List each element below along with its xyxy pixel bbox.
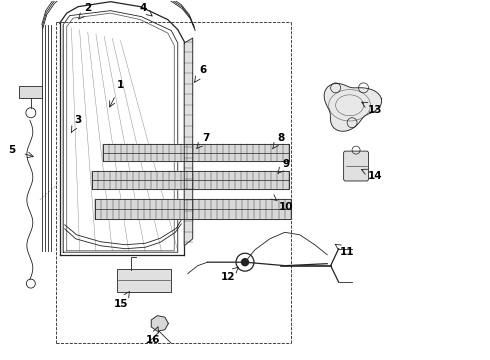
Polygon shape	[103, 144, 289, 161]
Text: 15: 15	[114, 298, 129, 309]
FancyBboxPatch shape	[20, 86, 42, 98]
Text: 12: 12	[220, 272, 235, 282]
Text: 8: 8	[277, 133, 285, 143]
Polygon shape	[92, 171, 289, 189]
Circle shape	[242, 259, 248, 266]
Text: 1: 1	[117, 80, 124, 90]
Text: 3: 3	[74, 115, 82, 125]
Text: 6: 6	[199, 66, 206, 76]
Text: 7: 7	[202, 133, 210, 143]
Text: 11: 11	[340, 247, 354, 257]
FancyBboxPatch shape	[117, 269, 172, 292]
Text: 4: 4	[139, 3, 147, 13]
Text: 2: 2	[84, 3, 92, 13]
Text: 14: 14	[368, 171, 383, 181]
Polygon shape	[324, 84, 382, 131]
Polygon shape	[95, 199, 291, 219]
Polygon shape	[151, 316, 168, 331]
Text: 10: 10	[279, 202, 293, 212]
Text: 13: 13	[368, 105, 383, 115]
Text: 9: 9	[282, 159, 290, 169]
Text: 16: 16	[146, 336, 160, 345]
FancyBboxPatch shape	[343, 151, 368, 181]
Text: 5: 5	[8, 145, 16, 155]
Polygon shape	[184, 38, 193, 246]
